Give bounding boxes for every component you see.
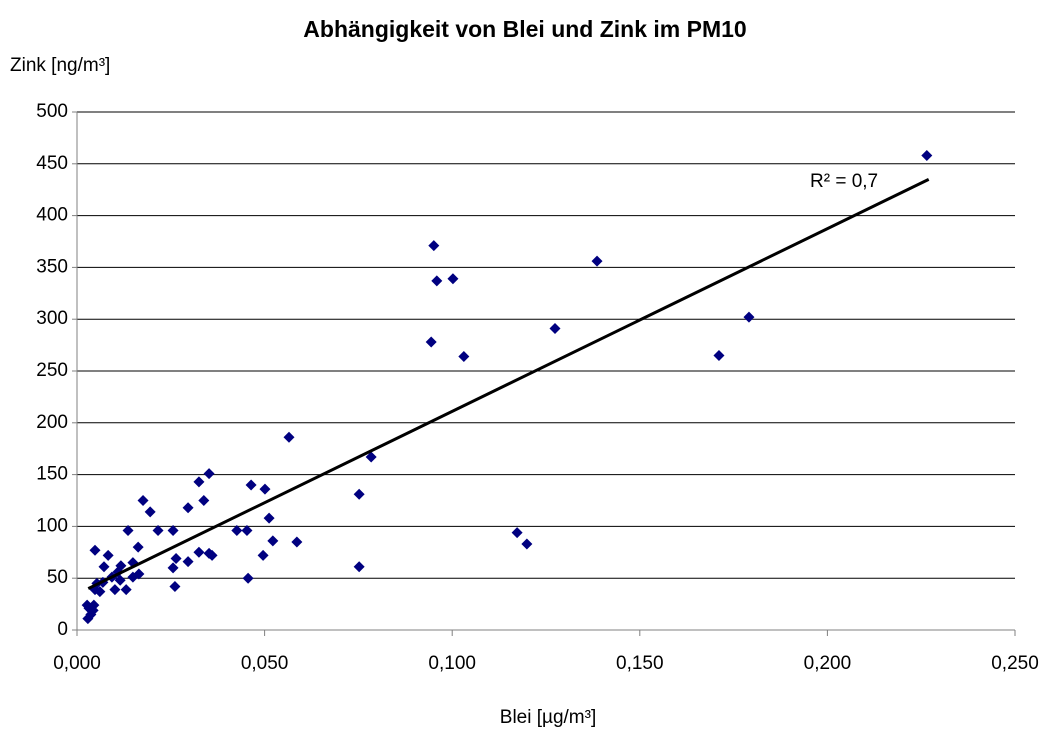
point bbox=[425, 336, 437, 348]
y-tick-label: 200 bbox=[36, 412, 68, 433]
point bbox=[127, 571, 139, 583]
y-tick-label: 400 bbox=[36, 205, 68, 226]
point bbox=[120, 584, 132, 596]
point bbox=[591, 255, 603, 267]
point bbox=[521, 538, 533, 550]
point bbox=[283, 431, 295, 443]
trendline bbox=[87, 177, 930, 590]
y-tick-label: 350 bbox=[36, 256, 68, 277]
x-tick-label: 0,050 bbox=[241, 653, 289, 674]
point bbox=[245, 479, 257, 491]
point bbox=[511, 527, 523, 539]
chart-title: Abhängigkeit von Blei und Zink im PM10 bbox=[303, 16, 746, 42]
point bbox=[921, 150, 933, 162]
y-tick-label: 0 bbox=[57, 619, 68, 640]
point bbox=[122, 525, 134, 537]
point bbox=[114, 574, 126, 586]
point bbox=[242, 572, 254, 584]
point bbox=[182, 556, 194, 568]
x-tick-label: 0,250 bbox=[991, 653, 1039, 674]
point bbox=[198, 495, 210, 506]
point bbox=[291, 536, 303, 548]
point bbox=[102, 549, 114, 561]
point bbox=[109, 584, 121, 596]
point bbox=[152, 525, 164, 537]
point bbox=[241, 525, 253, 537]
point bbox=[167, 525, 179, 537]
y-tick-label: 500 bbox=[36, 101, 68, 122]
point bbox=[549, 323, 561, 335]
y-tick-label: 250 bbox=[36, 360, 68, 381]
point bbox=[353, 561, 365, 573]
y-tick-label: 150 bbox=[36, 464, 68, 485]
point bbox=[259, 483, 271, 495]
y-tick-label: 100 bbox=[36, 515, 68, 536]
point bbox=[428, 240, 440, 252]
annotation: R² = 0,7 bbox=[810, 171, 878, 192]
y-tick-label: 300 bbox=[36, 308, 68, 329]
point bbox=[267, 535, 279, 547]
point bbox=[353, 488, 365, 500]
point bbox=[193, 476, 205, 488]
point bbox=[115, 560, 127, 572]
point bbox=[169, 580, 181, 592]
point bbox=[365, 451, 377, 463]
point bbox=[182, 502, 194, 514]
x-tick-label: 0,000 bbox=[53, 653, 101, 674]
point bbox=[447, 273, 459, 285]
point bbox=[89, 544, 101, 556]
x-axis-label: Blei [µg/m³] bbox=[500, 707, 596, 728]
y-axis-label: Zink [ng/m³] bbox=[10, 55, 110, 76]
y-tick-label: 450 bbox=[36, 153, 68, 174]
point bbox=[144, 506, 156, 518]
point bbox=[203, 468, 215, 480]
point bbox=[231, 525, 243, 537]
point bbox=[132, 541, 144, 553]
point bbox=[170, 553, 182, 565]
point bbox=[98, 561, 110, 573]
point bbox=[167, 562, 179, 574]
x-tick-label: 0,150 bbox=[616, 653, 664, 674]
point bbox=[743, 311, 755, 323]
point bbox=[431, 275, 443, 287]
point bbox=[263, 512, 275, 524]
point bbox=[458, 350, 470, 362]
point bbox=[137, 495, 149, 506]
point bbox=[193, 546, 205, 558]
y-tick-label: 50 bbox=[47, 567, 68, 588]
point bbox=[257, 549, 269, 561]
point bbox=[206, 549, 218, 561]
point bbox=[82, 613, 94, 625]
point bbox=[713, 349, 725, 361]
x-tick-label: 0,200 bbox=[804, 653, 852, 674]
x-tick-label: 0,100 bbox=[428, 653, 476, 674]
point bbox=[83, 602, 95, 614]
